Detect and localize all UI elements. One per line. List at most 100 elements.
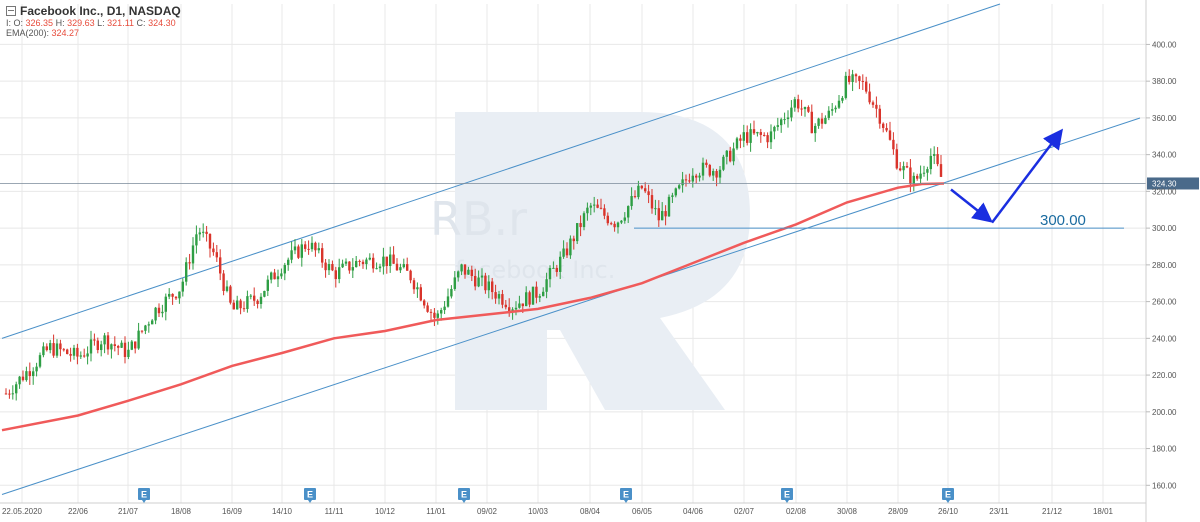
candle-body <box>72 347 76 356</box>
chart-header: Facebook Inc., D1, NASDAQ I: O: 326.35 H… <box>6 4 181 38</box>
candle-body <box>518 303 521 308</box>
candle-body <box>650 195 654 209</box>
candle-body <box>4 393 8 395</box>
candle-body <box>334 270 337 280</box>
candle-body <box>596 204 599 208</box>
earnings-flag[interactable]: E <box>942 488 954 503</box>
candle-body <box>45 346 48 351</box>
candle-body <box>395 263 399 271</box>
candle-body <box>280 273 283 277</box>
candle-body <box>525 292 528 307</box>
x-tick-label: 02/08 <box>786 507 807 516</box>
candle-body <box>895 149 898 169</box>
earnings-flag[interactable]: E <box>138 488 150 503</box>
candle-body <box>93 339 96 341</box>
candle-body <box>310 242 314 250</box>
candle-body <box>460 264 463 272</box>
y-tick-label: 260.00 <box>1152 298 1177 307</box>
candle-body <box>630 196 633 207</box>
candle-body <box>892 139 895 150</box>
x-tick-label: 04/06 <box>683 507 704 516</box>
candle-body <box>239 300 242 309</box>
candle-body <box>820 118 824 124</box>
candle-body <box>103 335 106 345</box>
candle-body <box>440 310 443 314</box>
earnings-flag[interactable]: E <box>781 488 793 503</box>
earnings-flag-label: E <box>623 490 629 500</box>
earnings-flag[interactable]: E <box>458 488 470 503</box>
candle-body <box>344 261 348 264</box>
candle-body <box>426 305 429 312</box>
earnings-flag-label: E <box>307 490 313 500</box>
candle-body <box>11 393 14 395</box>
candle-body <box>195 234 198 246</box>
candle-body <box>100 344 103 351</box>
collapse-icon[interactable] <box>6 6 16 16</box>
candle-body <box>841 97 844 101</box>
earnings-flag-label: E <box>784 490 790 500</box>
candle-body <box>545 279 548 292</box>
candle-body <box>256 300 259 304</box>
candle-body <box>552 267 555 269</box>
candle-body <box>885 127 888 131</box>
price-levels: 324.30 300.00 <box>0 177 1199 229</box>
candle-body <box>511 309 514 312</box>
x-tick-label: 10/03 <box>528 507 549 516</box>
y-tick-label: 400.00 <box>1152 40 1177 49</box>
x-tick-label: 22/06 <box>68 507 89 516</box>
candle-body <box>603 208 606 216</box>
candle-body <box>671 195 674 197</box>
candle-body <box>871 102 875 105</box>
candle-body <box>389 254 392 267</box>
candle-body <box>409 270 412 281</box>
candle-body <box>208 233 212 249</box>
candle-body <box>637 185 640 198</box>
candle-body <box>457 271 460 278</box>
candle-body <box>865 81 868 92</box>
high-value: 329.63 <box>67 18 95 28</box>
candle-body <box>681 179 684 186</box>
candle-body <box>494 292 497 299</box>
candle-body <box>212 248 215 253</box>
candle-body <box>491 281 494 293</box>
candle-body <box>215 252 218 258</box>
candle-body <box>899 168 902 171</box>
candle-body <box>933 154 936 156</box>
candle-body <box>735 138 739 149</box>
candle-body <box>32 371 35 377</box>
candle-body <box>562 248 565 257</box>
candle-body <box>579 223 582 228</box>
candle-body <box>715 171 718 178</box>
candle-body <box>331 264 334 271</box>
candle-body <box>202 231 205 233</box>
channel-lower-line <box>1 117 1141 495</box>
candle-body <box>378 266 382 269</box>
earnings-flag[interactable]: E <box>620 488 632 503</box>
earnings-flag[interactable]: E <box>304 488 316 503</box>
candle-body <box>708 164 711 176</box>
x-tick-label: 14/10 <box>272 507 293 516</box>
candle-body <box>341 263 344 268</box>
candle-body <box>372 257 375 269</box>
candle-body <box>171 293 174 297</box>
candle-body <box>338 267 341 280</box>
x-tick-label: 18/01 <box>1093 507 1114 516</box>
candle-body <box>831 109 834 111</box>
x-tick-label: 11/11 <box>325 507 344 516</box>
candle-body <box>304 244 307 249</box>
candle-body <box>273 272 276 280</box>
candle-body <box>909 167 912 185</box>
candle-body <box>222 273 225 291</box>
candle-body <box>538 296 541 298</box>
candle-body <box>817 118 820 126</box>
x-tick-label: 18/08 <box>171 507 192 516</box>
candle-body <box>497 294 501 299</box>
candle-body <box>504 304 507 308</box>
candle-body <box>392 254 395 264</box>
y-tick-label: 160.00 <box>1152 481 1177 490</box>
candle-body <box>776 125 779 127</box>
candle-body <box>127 349 130 357</box>
candle-body <box>450 288 453 297</box>
y-tick-label: 380.00 <box>1152 77 1177 86</box>
